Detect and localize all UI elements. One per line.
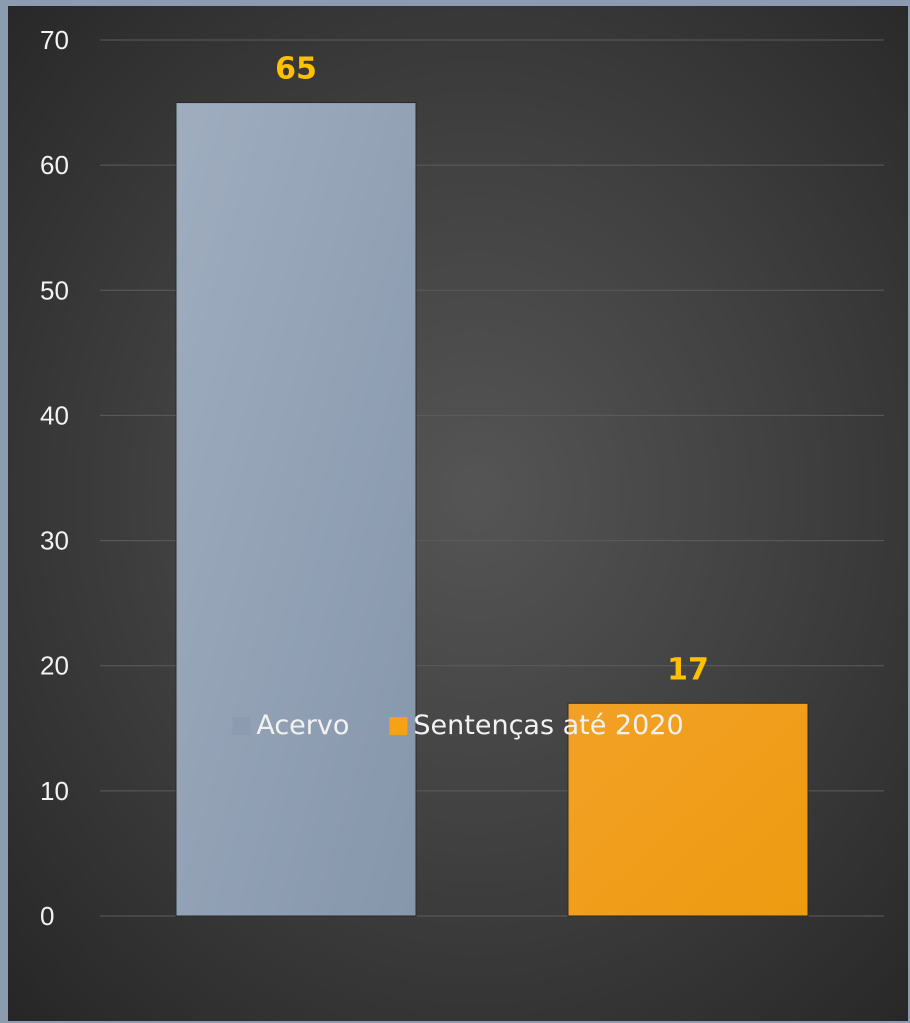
y-tick-label: 60 (40, 150, 69, 180)
legend: Acervo Sentenças até 2020 (232, 710, 684, 741)
y-tick-label: 0 (40, 901, 54, 931)
y-tick-label: 10 (40, 776, 69, 806)
y-tick-label: 30 (40, 526, 69, 556)
legend-swatch-acervo (232, 717, 251, 735)
legend-swatch-sentencas (389, 717, 408, 735)
y-tick-label: 40 (40, 400, 69, 430)
legend-label: Sentenças até 2020 (413, 710, 683, 741)
y-axis-ticks: 0 10 20 30 40 50 60 70 (40, 25, 69, 931)
chart-area: 0 10 20 30 40 50 60 70 65 17 Acervo Sentenças até… (8, 6, 908, 1021)
y-tick-label: 70 (40, 25, 69, 55)
data-label: 65 (275, 52, 317, 87)
legend-label: Acervo (256, 710, 349, 741)
bar-chart: 0 10 20 30 40 50 60 70 65 17 Acervo Sentenças até… (40, 25, 884, 931)
data-labels: 65 17 (275, 52, 709, 688)
data-label: 17 (667, 652, 709, 687)
y-tick-label: 20 (40, 651, 69, 681)
bars (175, 102, 809, 917)
bar-sentencas (567, 702, 809, 917)
bar-acervo (175, 102, 417, 917)
y-tick-label: 50 (40, 275, 69, 305)
